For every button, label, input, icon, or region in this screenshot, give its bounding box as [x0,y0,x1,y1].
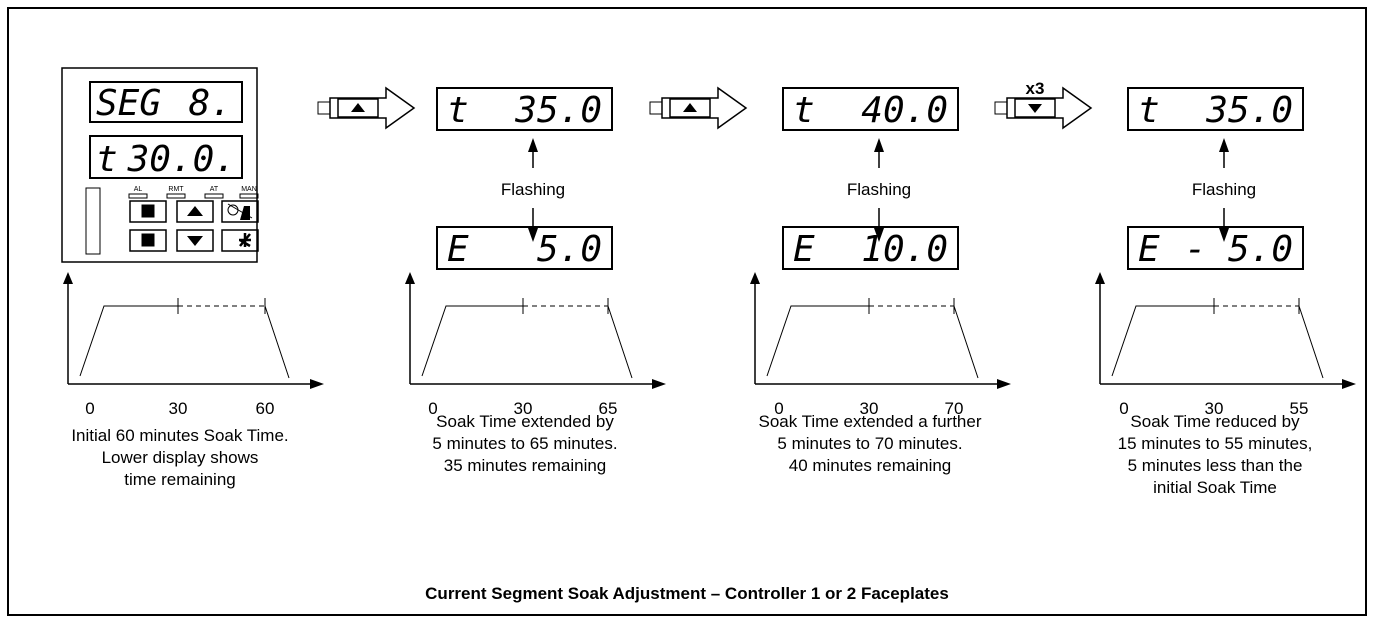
display-letter: t [793,90,815,131]
press-count: x3 [1026,79,1045,98]
display-value: 40.0 [861,90,948,131]
display [436,226,613,270]
tick-label: 30 [860,399,879,418]
display [782,87,959,131]
key-glyph [1028,104,1042,113]
tick-label: 0 [774,399,783,418]
display-value: 35.0 [1205,90,1293,131]
axes [67,282,320,385]
display-letter: SEG [96,83,161,124]
display [1127,87,1304,131]
display-letter: t [447,90,469,131]
display-value: 30.0. [127,139,236,180]
press-stub [649,101,663,115]
caption: Soak Time extended a further [758,412,981,431]
caption: Soak Time reduced by [1130,412,1300,431]
frame [7,7,1367,616]
led-label: AT [210,186,219,193]
display-value: 5.0 [537,229,602,270]
axes [1099,282,1352,385]
profile [766,298,979,379]
caption: 5 minutes less than the [1128,456,1303,475]
arrowhead [1095,272,1356,389]
axes [409,282,662,385]
display-value: 35.0 [514,90,602,131]
axes [754,282,1007,385]
caption: 15 minutes to 55 minutes, [1118,434,1313,453]
display-value: - 5.0 [1185,229,1293,270]
profile [421,298,633,379]
caption: time remaining [124,470,236,489]
tick-label: 65 [599,399,618,418]
caption: Initial 60 minutes Soak Time. [71,426,288,445]
caption: initial Soak Time [1153,478,1277,497]
display-letter: E [447,229,469,270]
display [782,226,959,270]
tick-label: 0 [85,399,94,418]
display-letter: E [793,229,815,270]
display-value: 10.0 [861,229,948,270]
tick-label: 30 [514,399,533,418]
caption: 5 minutes to 70 minutes. [777,434,962,453]
tick-label: 30 [1205,399,1224,418]
caption: 35 minutes remaining [444,456,607,475]
arrowhead [750,272,1011,389]
caption: Lower display shows [102,448,259,467]
flashing-label: Flashing [501,180,565,199]
display-letter: t [96,139,118,180]
arrowhead [63,272,324,389]
led-label: AL [134,186,143,193]
led-label: RMT [168,186,184,193]
profile [1111,298,1324,379]
tick-label: 0 [1119,399,1128,418]
key-glyph [351,103,365,112]
tick-label: 30 [169,399,188,418]
press-stub [317,101,331,115]
display-letter: t [1138,90,1160,131]
display [436,87,613,131]
title: Current Segment Soak Adjustment – Contro… [425,584,949,603]
caption: 40 minutes remaining [789,456,952,475]
tick-label: 70 [945,399,964,418]
flashing-label: Flashing [1192,180,1256,199]
tick-label: 55 [1290,399,1309,418]
controller [61,67,259,263]
profile [79,298,290,379]
arrowhead [405,272,666,389]
display [1127,226,1304,270]
tick-label: 60 [256,399,275,418]
led-label: MAN [241,186,257,193]
tick-label: 0 [428,399,437,418]
flashing-label: Flashing [847,180,911,199]
display-letter: E [1138,229,1160,270]
caption: Soak Time extended by [436,412,614,431]
display-value: 8. [189,83,232,124]
caption: 5 minutes to 65 minutes. [432,434,617,453]
key-glyph [683,103,697,112]
press-stub [994,101,1008,115]
